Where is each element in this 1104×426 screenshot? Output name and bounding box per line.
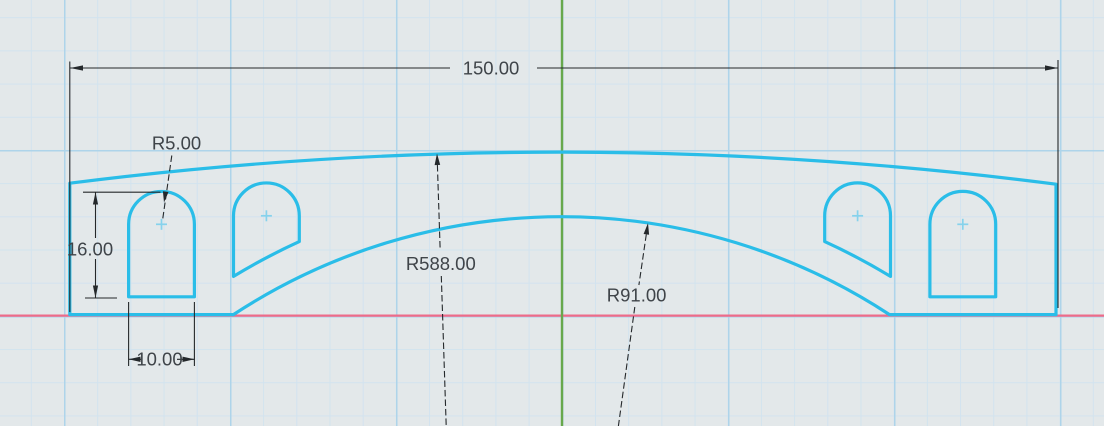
arch-opening-1[interactable] bbox=[127, 189, 196, 299]
arch-opening-3[interactable] bbox=[823, 181, 893, 278]
dim-value-overall-width[interactable]: 150.00 bbox=[463, 58, 520, 79]
dimension-arch-width[interactable]: 10.00 bbox=[128, 302, 195, 370]
dim-arrow-radius bbox=[434, 153, 441, 166]
dim-value-deck-top-radius[interactable]: R588.00 bbox=[406, 253, 476, 274]
dim-arrow-up bbox=[92, 192, 99, 205]
dimension-arch-height[interactable]: 16.00 bbox=[67, 191, 161, 299]
center-mark-icon[interactable] bbox=[852, 210, 864, 222]
arc-center-marks bbox=[156, 210, 969, 230]
dim-value-arch-height[interactable]: 16.00 bbox=[67, 239, 113, 260]
dim-value-arch-width[interactable]: 10.00 bbox=[136, 349, 182, 370]
dim-arrow-left bbox=[128, 356, 141, 362]
arch-opening-2[interactable] bbox=[231, 181, 301, 278]
dimension-deck-top-radius[interactable]: R588.00 bbox=[406, 153, 476, 426]
dim-value-deck-underside-radius[interactable]: R91.00 bbox=[607, 285, 667, 306]
dim-value-arch-radius[interactable]: R5.00 bbox=[152, 133, 201, 154]
dimension-arch-radius[interactable]: R5.00 bbox=[152, 133, 201, 221]
dim-arrow-left bbox=[70, 65, 83, 71]
dim-arrow-right bbox=[1045, 65, 1058, 71]
arch-opening-4[interactable] bbox=[928, 189, 998, 299]
dim-arrow-down bbox=[92, 285, 99, 298]
dim-arrow-radius bbox=[162, 191, 169, 203]
dim-arrow-right bbox=[182, 356, 195, 362]
bridge-profile-outline[interactable] bbox=[68, 150, 1058, 317]
center-mark-icon[interactable] bbox=[260, 210, 272, 222]
dimension-overall-width[interactable]: 150.00 bbox=[69, 58, 1059, 313]
dimension-deck-underside-radius[interactable]: R91.00 bbox=[607, 223, 667, 426]
dim-arrow-radius bbox=[643, 223, 650, 235]
center-mark-icon[interactable] bbox=[957, 218, 969, 230]
center-mark-icon[interactable] bbox=[156, 218, 167, 230]
